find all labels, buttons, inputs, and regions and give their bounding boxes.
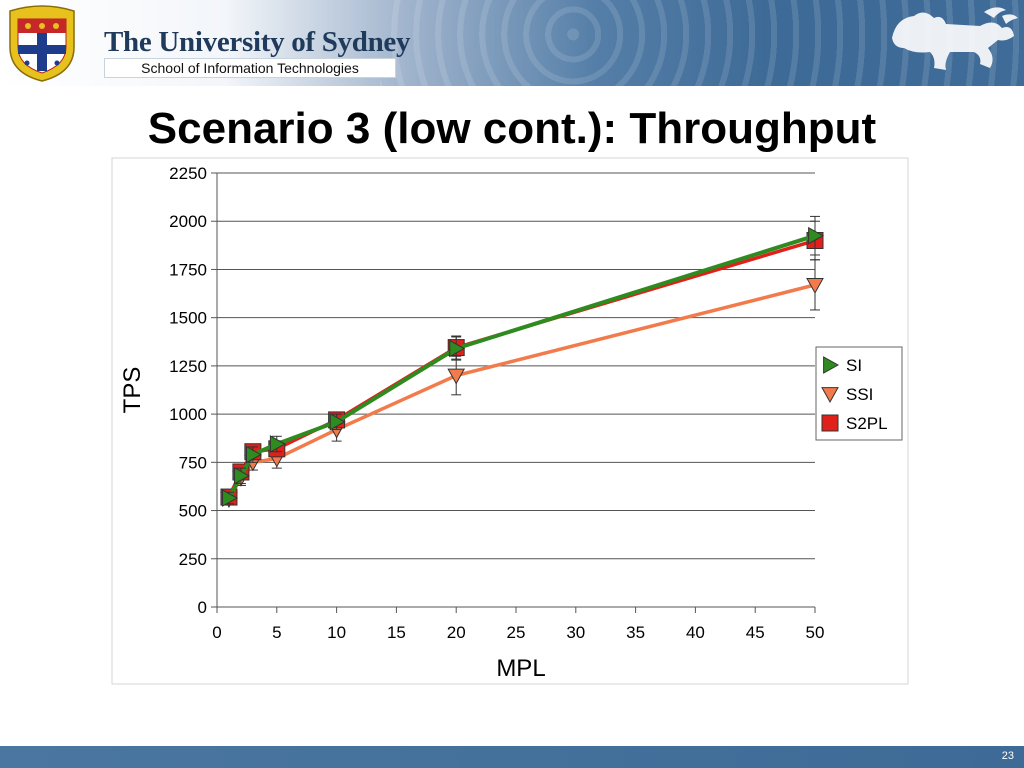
university-name: The University of Sydney [104, 26, 411, 58]
y-tick-label: 2250 [169, 164, 207, 183]
x-axis-label: MPL [496, 655, 545, 682]
chart-frame [111, 157, 909, 685]
data-series [220, 215, 825, 509]
x-tick-label: 15 [387, 623, 406, 642]
point-si [245, 445, 262, 464]
y-tick-label: 1000 [169, 405, 207, 424]
legend-marker-si [823, 356, 840, 374]
page-number: 23 [1001, 750, 1014, 762]
x-tick-label: 25 [507, 623, 526, 642]
y-tick-label: 250 [179, 550, 207, 569]
legend-label-ssi: SSI [846, 385, 873, 404]
x-tick-label: 10 [327, 623, 346, 642]
point-si [222, 489, 238, 507]
lion-emblem-icon [892, 7, 1018, 71]
x-tick-label: 35 [626, 623, 645, 642]
legend: SI SSI S2PL [815, 346, 903, 441]
y-tick-label: 750 [179, 453, 207, 472]
point-si [234, 466, 250, 485]
x-tick-label: 5 [272, 623, 281, 642]
axes: 0 250 500 750 1000 1250 1500 1750 2000 2250 0 5 10 15… [169, 164, 824, 642]
legend-label-si: SI [846, 356, 862, 375]
series-si [222, 215, 825, 507]
legend-marker-ssi [821, 387, 839, 404]
y-tick-label: 2000 [169, 212, 207, 231]
gridlines [217, 172, 815, 560]
legend-marker-s2pl [821, 414, 839, 432]
point-si [269, 435, 286, 453]
slide-header: The University of Sydney School of Infor… [0, 0, 1024, 86]
point-ssi [447, 368, 466, 385]
x-tick-label: 0 [212, 623, 221, 642]
y-tick-label: 1500 [169, 309, 207, 328]
legend-label-s2pl: S2PL [846, 414, 888, 433]
point-ssi [806, 277, 824, 294]
point-si [329, 412, 346, 431]
x-tick-label: 20 [447, 623, 466, 642]
university-crest-icon [9, 5, 75, 82]
point-si [449, 339, 466, 358]
y-axis-label: TPS [119, 367, 146, 414]
y-tick-label: 0 [198, 598, 207, 617]
slide-title: Scenario 3 (low cont.): Throughput [147, 104, 877, 153]
y-tick-label: 500 [179, 502, 207, 521]
x-tick-label: 45 [746, 623, 765, 642]
x-tick-label: 50 [806, 623, 825, 642]
x-tick-label: 40 [686, 623, 705, 642]
slide-footer: 23 [0, 746, 1024, 768]
y-tick-label: 1250 [169, 357, 207, 376]
y-tick-label: 1750 [169, 260, 207, 279]
x-tick-label: 30 [566, 623, 585, 642]
point-si [808, 226, 825, 245]
school-name: School of Information Technologies [104, 58, 396, 78]
